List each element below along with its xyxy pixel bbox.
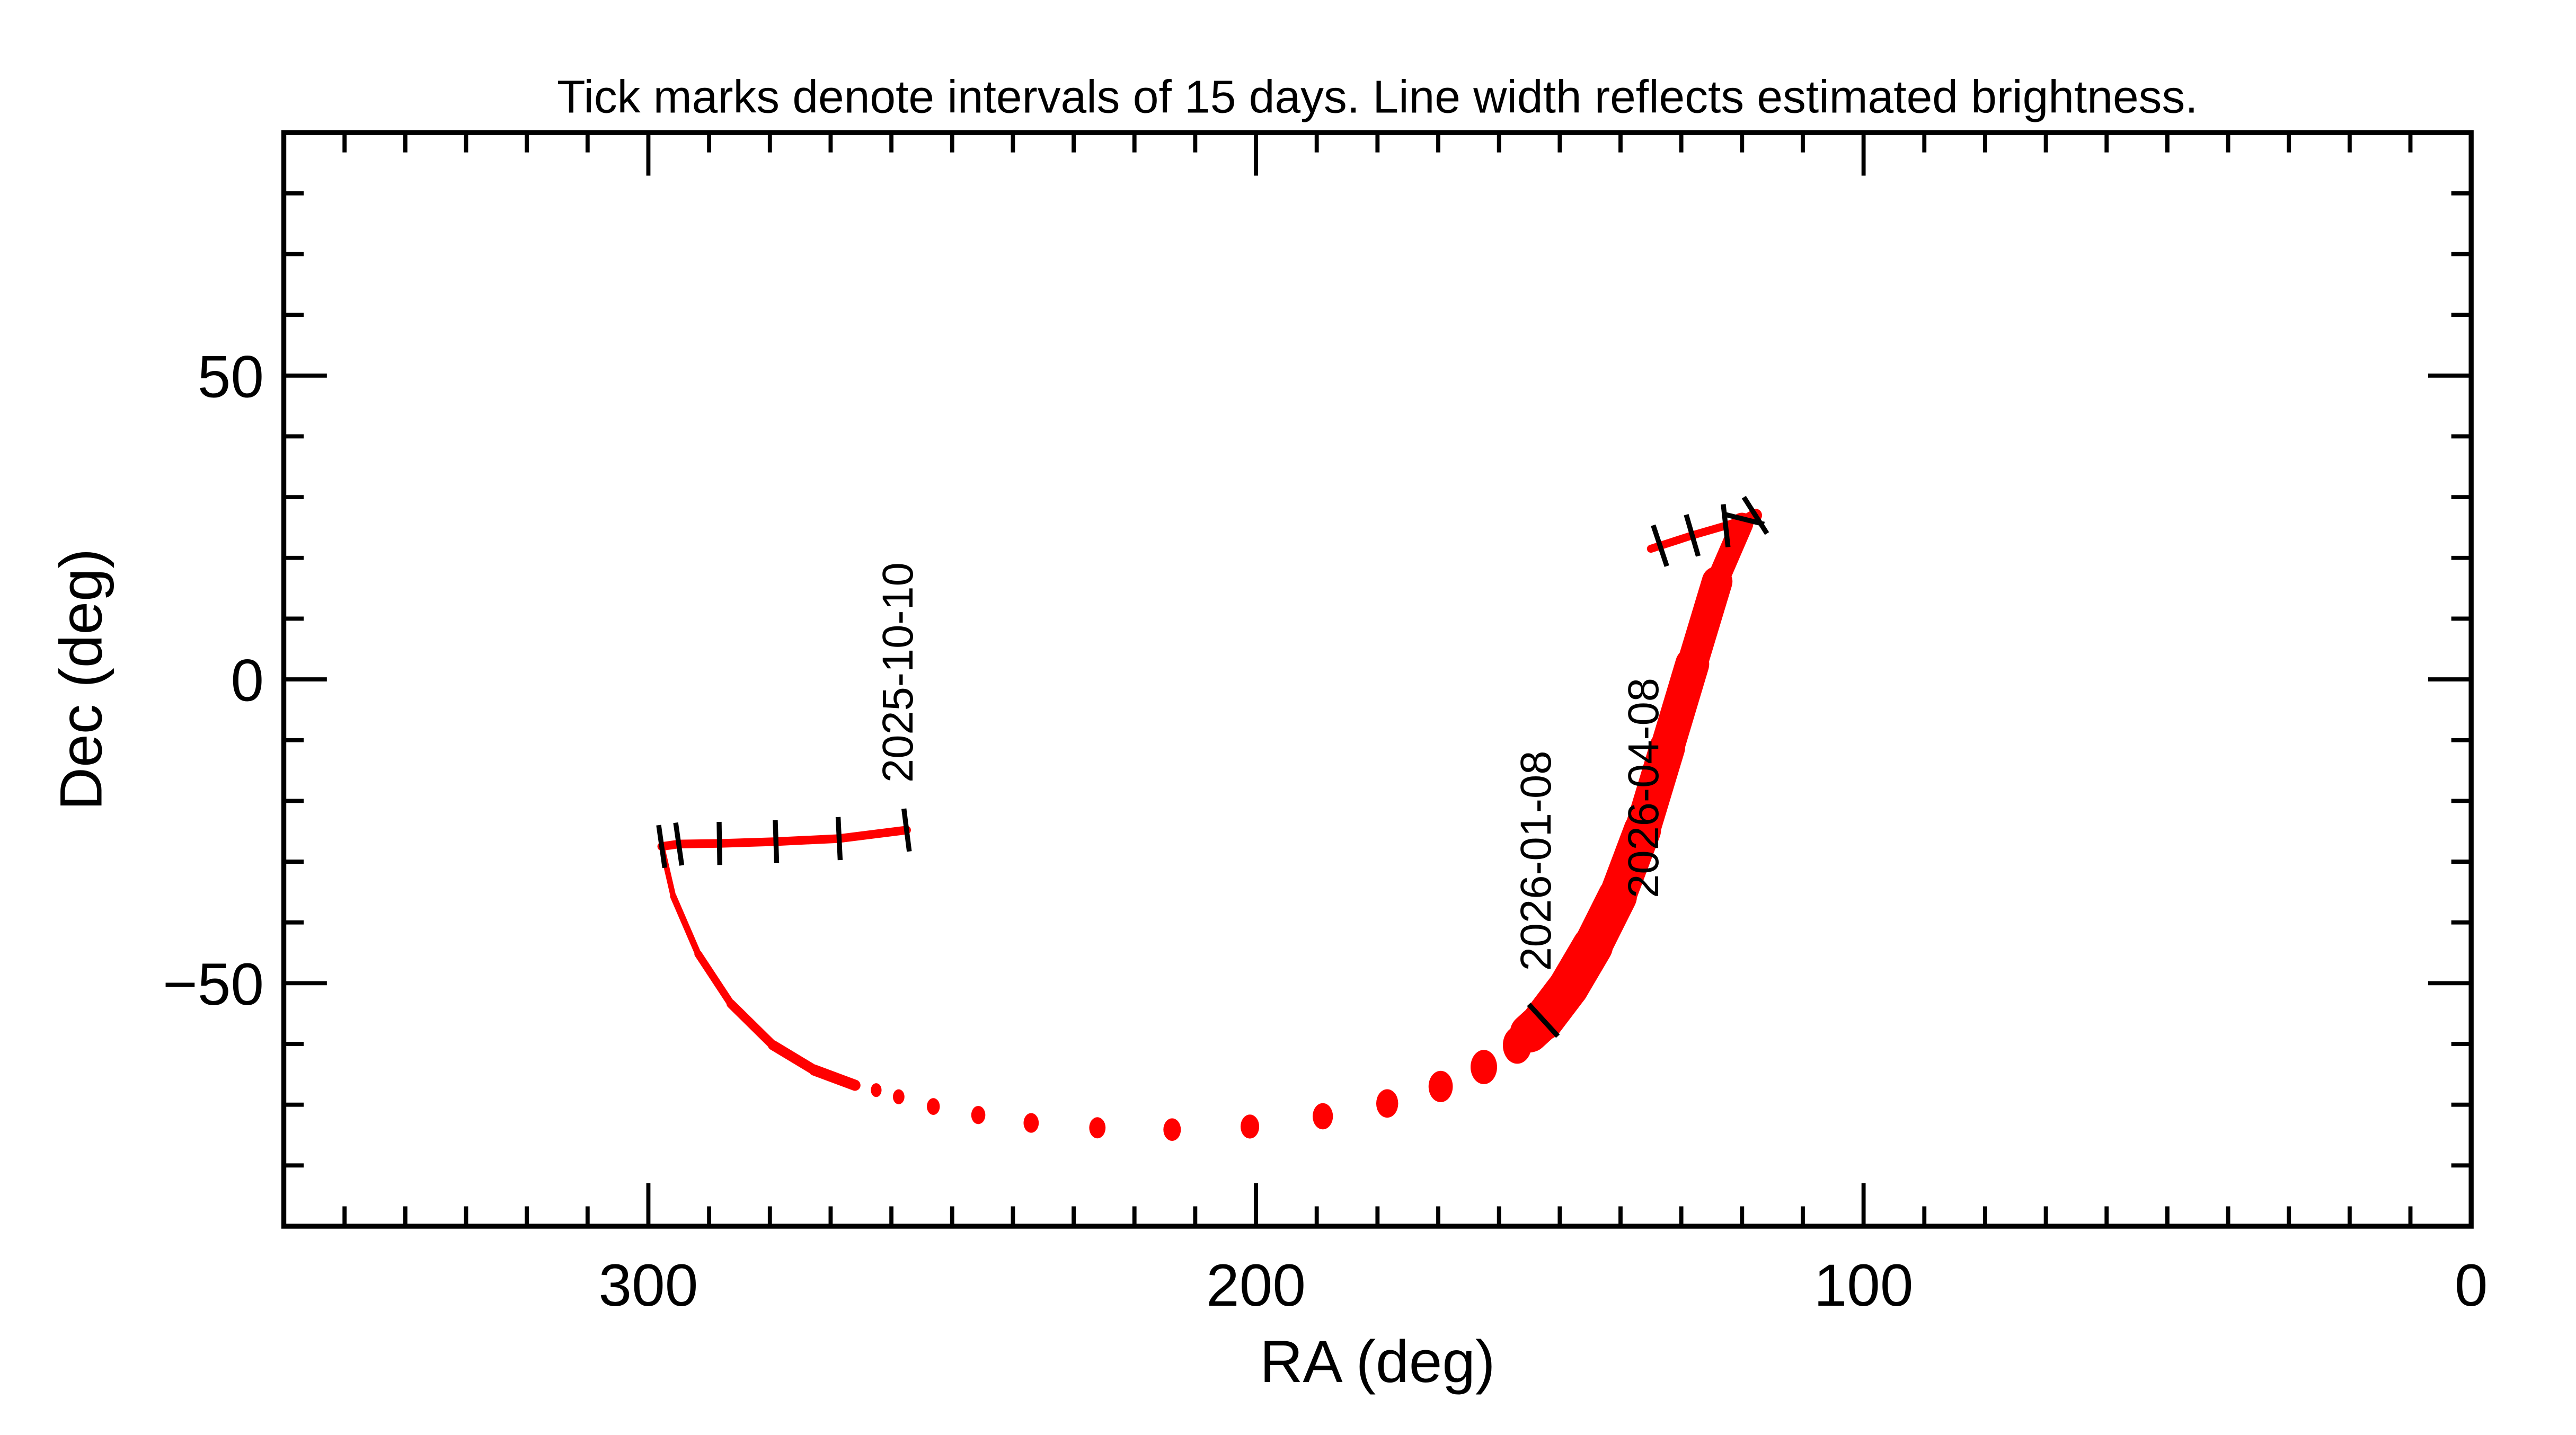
interval-tick [1527, 1003, 1560, 1038]
y-tick-label: 0 [231, 647, 264, 714]
track-dot [1023, 1113, 1039, 1133]
track-segment [835, 826, 911, 843]
date-label: 2026-04-08 [1619, 678, 1668, 898]
track-dot [1241, 1114, 1260, 1139]
track-dot [1471, 1050, 1497, 1084]
interval-tick [835, 817, 843, 861]
y-tick-label: −50 [163, 951, 264, 1017]
date-label: 2025-10-10 [874, 562, 922, 783]
y-axis-label: Dec (deg) [48, 548, 114, 810]
track-segment [772, 834, 844, 846]
interval-ticks-layer [656, 495, 1769, 1038]
interval-tick [1651, 524, 1669, 567]
track-dot [926, 1098, 940, 1115]
x-tick-label: 100 [1814, 1252, 1914, 1318]
interval-tick [901, 808, 912, 852]
track-segment [767, 1040, 820, 1075]
track-segment [1688, 521, 1730, 539]
interval-tick [773, 820, 780, 863]
track-segment [1706, 512, 1754, 593]
date-labels-layer: 2025-10-10 2026-01-08 2026-04-08 [874, 562, 1668, 971]
track-dot [1163, 1118, 1181, 1141]
interval-tick [673, 822, 685, 866]
y-tick-label: 50 [198, 343, 264, 410]
x-tick-label: 0 [2455, 1252, 2488, 1318]
plot-frame [281, 130, 2474, 1229]
x-axis-label: RA (deg) [1260, 1328, 1495, 1395]
x-tick-label: 200 [1206, 1252, 1306, 1318]
interval-tick [1721, 504, 1731, 547]
track-segment [1677, 566, 1733, 680]
axes-layer: 300 200 100 0 50 0 −50 [163, 130, 2488, 1318]
interval-tick [1722, 511, 1765, 527]
track-segment [809, 1064, 861, 1091]
track-dot [971, 1105, 986, 1124]
interval-tick [1684, 513, 1701, 557]
interval-tick [656, 825, 668, 869]
track-segment [670, 893, 702, 958]
x-tick-label: 300 [599, 1252, 698, 1318]
track-segment [657, 839, 683, 851]
track-segment [726, 999, 777, 1050]
interval-tick [1741, 495, 1769, 535]
track-dot [1428, 1070, 1453, 1102]
track-segment [694, 950, 735, 1008]
track-dot [1376, 1089, 1398, 1118]
interval-tick [716, 821, 722, 865]
track-dot [1089, 1117, 1106, 1139]
date-label: 2026-01-08 [1512, 751, 1560, 971]
chart-title: Tick marks denote intervals of 15 days. … [557, 71, 2198, 123]
track-dot [1313, 1103, 1333, 1130]
track-dot [892, 1089, 905, 1104]
track-dot [871, 1083, 882, 1097]
track-layer [657, 508, 1763, 1141]
track-segment [715, 837, 781, 848]
